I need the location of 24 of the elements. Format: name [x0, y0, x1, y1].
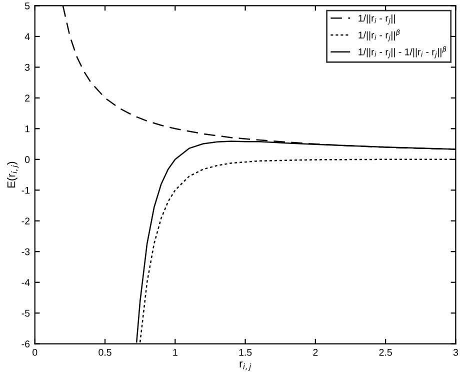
y-tick-label: -5	[22, 310, 30, 317]
x-tick-label: 0.5	[98, 348, 112, 356]
y-axis-title: E(r$_{i,j}$)	[7, 162, 19, 188]
legend-label: 1/||r$_{i}$ - r$_{j}$||	[358, 14, 395, 25]
y-tick-label: 3	[24, 64, 30, 71]
x-tick-label: 1.5	[239, 349, 252, 356]
y-tick-label: 5	[24, 2, 30, 10]
y-tick-label: -4	[22, 279, 30, 286]
x-tick-label: 3	[453, 348, 458, 356]
y-tick-label: 2	[25, 94, 30, 102]
text: 1/||r$_{i}$ - r$_{j}$|| - 1/||r$_{i}$ - r$_{j}$||$^{β}$	[358, 46, 446, 58]
y-tick-label: 4	[24, 33, 30, 40]
y-tick-label: -2	[22, 218, 30, 224]
y-tick-label: -3	[22, 248, 30, 256]
y-tick-label: 0	[24, 156, 30, 164]
y-tick-label: -1	[22, 186, 30, 194]
y-tick-label: -6	[22, 340, 30, 348]
y-tick-label: 1	[25, 126, 30, 132]
x-axis-title: r$_{i,j}$	[240, 361, 252, 371]
x-tick-label: 0	[32, 348, 38, 356]
x-tick-label: 2	[313, 348, 318, 356]
x-tick-label: 2.5	[379, 348, 392, 356]
x-tick-label: 1	[173, 349, 178, 356]
legend-label: 1/||r$_{i}$ - r$_{j}$||$^{β}$	[358, 29, 400, 42]
